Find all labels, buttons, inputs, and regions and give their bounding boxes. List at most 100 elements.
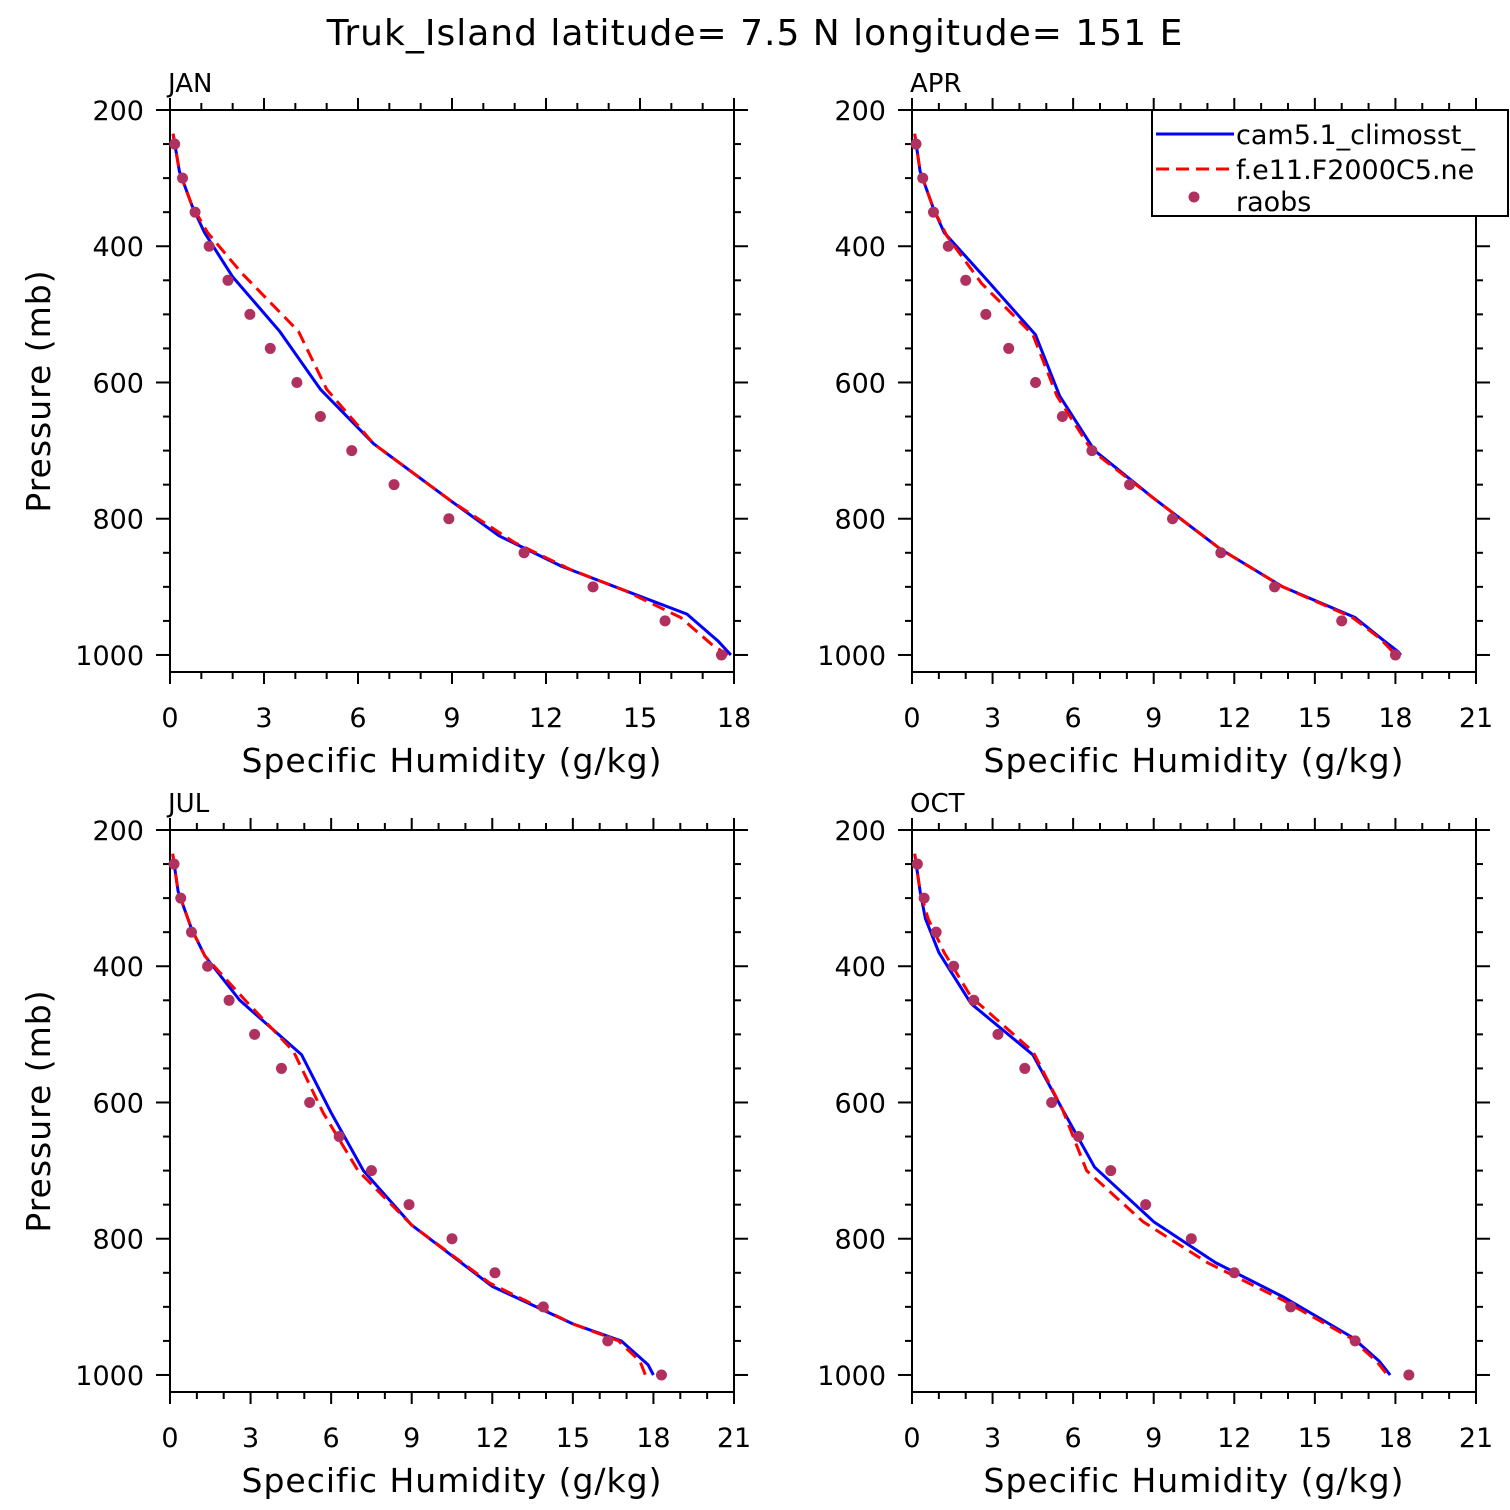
raobs-point bbox=[446, 1233, 458, 1245]
y-tick-label: 600 bbox=[834, 1088, 886, 1119]
x-tick-label: 6 bbox=[1065, 703, 1082, 734]
panel-jan: 0 3 6 9 12 15 18 200 400 600 800 1000 JAN Specific Hu… bbox=[19, 69, 751, 780]
x-tick-label: 18 bbox=[717, 703, 751, 734]
panel-title: APR bbox=[910, 69, 962, 99]
panel-title: OCT bbox=[910, 789, 965, 819]
x-tick-label: 21 bbox=[1459, 703, 1493, 734]
raobs-point bbox=[659, 615, 671, 627]
raobs-point bbox=[1105, 1165, 1117, 1177]
raobs-point bbox=[403, 1199, 415, 1211]
raobs-point bbox=[244, 308, 256, 320]
raobs-point bbox=[930, 926, 942, 938]
raobs-point bbox=[202, 960, 214, 972]
y-tick-label: 1000 bbox=[75, 641, 144, 672]
raobs-point bbox=[918, 892, 930, 904]
raobs-point bbox=[175, 892, 187, 904]
panel-jul: 0 3 6 9 12 15 18 21 200 400 600 800 1000 JUL Specific … bbox=[19, 789, 751, 1500]
x-tick-label: 18 bbox=[1378, 1423, 1412, 1454]
x-tick-label: 9 bbox=[1145, 1423, 1162, 1454]
x-tick-label: 12 bbox=[1217, 1423, 1251, 1454]
raobs-point bbox=[1185, 1233, 1197, 1245]
panel-title: JAN bbox=[166, 69, 212, 99]
x-tick-label: 21 bbox=[1459, 1423, 1493, 1454]
legend-raobs-marker bbox=[1188, 191, 1200, 203]
x-tick-label: 18 bbox=[1378, 703, 1412, 734]
raobs-point bbox=[1046, 1096, 1058, 1108]
raobs-point bbox=[1285, 1301, 1297, 1313]
raobs-point bbox=[275, 1062, 287, 1074]
y-axis-label: Pressure (mb) bbox=[19, 269, 58, 512]
x-tick-label: 6 bbox=[323, 1423, 340, 1454]
x-tick-label: 0 bbox=[903, 1423, 920, 1454]
figure-title: Truk_Island latitude= 7.5 N longitude= 1… bbox=[326, 13, 1184, 54]
x-tick-label: 6 bbox=[349, 703, 366, 734]
f-e11-series-line bbox=[913, 853, 1389, 1376]
y-tick-label: 1000 bbox=[817, 641, 886, 672]
raobs-point bbox=[715, 649, 727, 661]
raobs-point bbox=[980, 308, 992, 320]
x-tick-label: 3 bbox=[984, 703, 1001, 734]
x-tick-label: 3 bbox=[255, 703, 272, 734]
cam5-series-line bbox=[913, 853, 1392, 1376]
y-tick-label: 600 bbox=[92, 1088, 144, 1119]
raobs-point bbox=[587, 581, 599, 593]
x-axis-label: Specific Humidity (g/kg) bbox=[242, 1461, 663, 1500]
x-tick-label: 15 bbox=[623, 703, 657, 734]
raobs-point bbox=[602, 1335, 614, 1347]
y-tick-label: 400 bbox=[92, 232, 144, 263]
x-tick-label: 12 bbox=[529, 703, 563, 734]
raobs-point bbox=[1056, 411, 1068, 423]
y-tick-label: 400 bbox=[92, 952, 144, 983]
raobs-point bbox=[655, 1369, 667, 1381]
raobs-point bbox=[910, 138, 922, 150]
legend-box bbox=[1151, 109, 1509, 217]
y-tick-label: 200 bbox=[834, 96, 886, 127]
raobs-point bbox=[968, 994, 980, 1006]
raobs-point bbox=[291, 376, 303, 388]
x-tick-label: 9 bbox=[403, 1423, 420, 1454]
y-tick-label: 200 bbox=[834, 816, 886, 847]
y-tick-label: 1000 bbox=[817, 1361, 886, 1392]
raobs-point bbox=[169, 138, 181, 150]
y-tick-label: 800 bbox=[834, 1225, 886, 1256]
raobs-point bbox=[1228, 1267, 1240, 1279]
x-tick-label: 3 bbox=[242, 1423, 259, 1454]
raobs-point bbox=[304, 1096, 316, 1108]
raobs-point bbox=[1167, 513, 1179, 525]
f-e11-series-line bbox=[171, 133, 729, 657]
raobs-point bbox=[1030, 376, 1042, 388]
panel-oct: 0 3 6 9 12 15 18 21 200 400 600 800 1000 OCT Specific … bbox=[817, 789, 1493, 1500]
raobs-point bbox=[1073, 1131, 1085, 1143]
raobs-point bbox=[537, 1301, 549, 1313]
raobs-point bbox=[1389, 649, 1401, 661]
y-tick-label: 800 bbox=[92, 505, 144, 536]
raobs-point bbox=[168, 858, 180, 870]
panel-title: JUL bbox=[166, 789, 210, 819]
x-tick-label: 15 bbox=[1298, 703, 1332, 734]
cam5-series-line bbox=[171, 133, 733, 657]
f-e11-series-line bbox=[171, 853, 647, 1376]
x-tick-label: 0 bbox=[161, 1423, 178, 1454]
raobs-point bbox=[443, 513, 455, 525]
y-tick-label: 600 bbox=[92, 368, 144, 399]
raobs-point bbox=[948, 960, 960, 972]
raobs-point bbox=[489, 1267, 501, 1279]
y-tick-label: 400 bbox=[834, 952, 886, 983]
raobs-point bbox=[942, 240, 954, 252]
raobs-point bbox=[314, 411, 326, 423]
raobs-point bbox=[333, 1131, 345, 1143]
y-tick-label: 600 bbox=[834, 368, 886, 399]
x-axis-label: Specific Humidity (g/kg) bbox=[984, 741, 1405, 780]
x-tick-label: 15 bbox=[1298, 1423, 1332, 1454]
raobs-point bbox=[223, 994, 235, 1006]
x-tick-label: 12 bbox=[475, 1423, 509, 1454]
raobs-point bbox=[1124, 479, 1136, 491]
raobs-point bbox=[177, 172, 189, 184]
raobs-point bbox=[222, 274, 234, 286]
legend-entry-label: raobs bbox=[1236, 187, 1311, 218]
x-tick-label: 21 bbox=[717, 1423, 751, 1454]
raobs-point bbox=[917, 172, 929, 184]
raobs-point bbox=[189, 206, 201, 218]
raobs-point bbox=[185, 926, 197, 938]
